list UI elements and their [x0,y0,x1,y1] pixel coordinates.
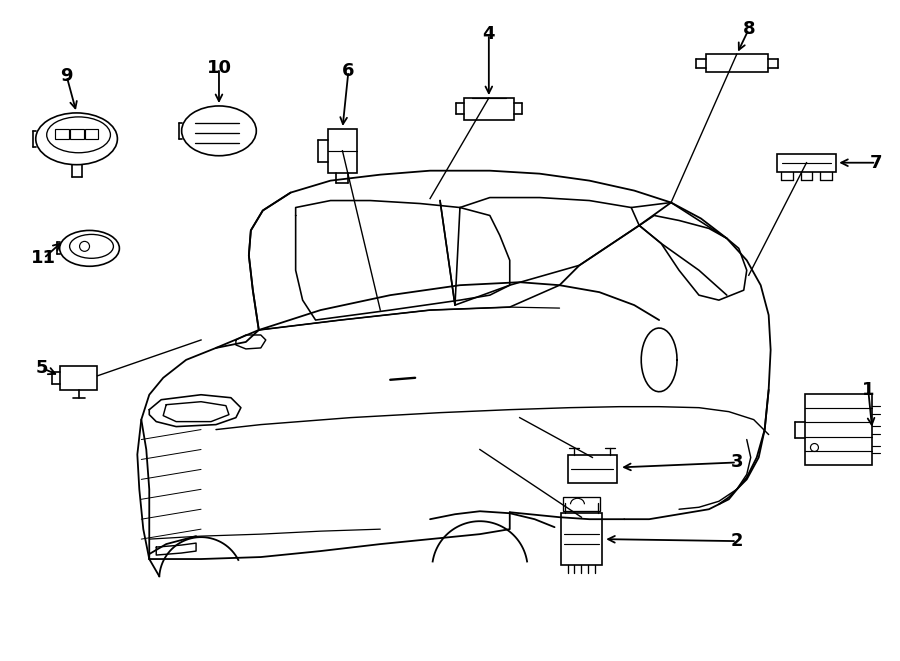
Bar [59,366,97,390]
Text: 11: 11 [32,249,56,267]
Bar [464,98,514,120]
Text: 5: 5 [35,359,48,377]
Bar [85,129,98,139]
Text: 3: 3 [731,453,743,471]
Text: 10: 10 [206,59,231,77]
Text: 8: 8 [742,20,755,38]
Bar [706,54,768,72]
Text: 6: 6 [342,62,355,80]
Bar [69,129,84,139]
Text: 9: 9 [60,67,73,85]
Bar [568,455,617,483]
Bar [561,513,602,565]
Text: 7: 7 [870,154,883,172]
Bar [55,129,68,139]
Text: 4: 4 [482,25,495,43]
Bar [777,154,836,172]
Text: 1: 1 [862,381,875,399]
Bar [328,129,357,173]
Text: 2: 2 [731,532,743,550]
Bar [562,497,600,511]
